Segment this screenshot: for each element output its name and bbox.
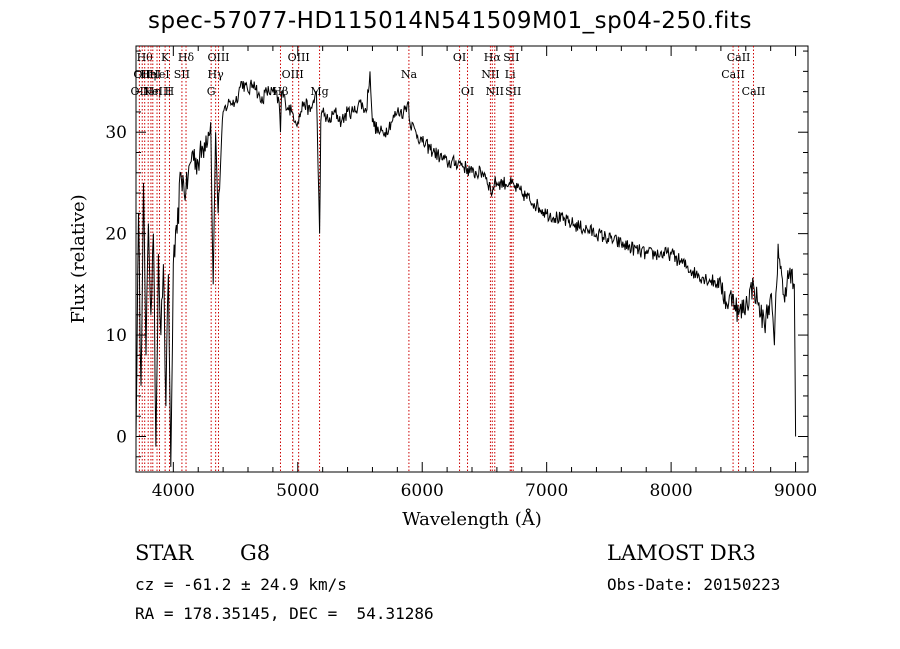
observation-date: Obs-Date: 20150223: [607, 575, 781, 594]
spectral-line-label: NeIII: [142, 85, 171, 98]
spectral-line-label: Mg: [310, 85, 328, 98]
spectral-line-label: Hα: [484, 51, 502, 64]
spectral-line-label: Hη: [140, 68, 156, 81]
spectral-line-label: OI: [461, 85, 474, 98]
x-tick-label: 5000: [276, 481, 319, 501]
spectral-line-label: SII: [505, 85, 521, 98]
spectral-line-label: HeI: [141, 68, 161, 81]
spectral-line-label: NII: [486, 85, 504, 98]
spectral-line-label: SII: [174, 68, 190, 81]
spectral-line-label: Hβ: [273, 85, 289, 98]
plot-frame: [135, 45, 809, 473]
coordinates-readout: RA = 178.35145, DEC = 54.31286: [135, 604, 434, 623]
x-tick-label: 7000: [525, 481, 568, 501]
x-tick-label: 4000: [152, 481, 195, 501]
spectral-line-label: NII: [481, 68, 499, 81]
spectral-line-label: G: [207, 85, 216, 98]
x-tick-label: 8000: [649, 481, 692, 501]
spectral-line-label: CaII: [727, 51, 751, 64]
spectral-line-label: OI: [453, 51, 466, 64]
spectral-line-label: H: [165, 85, 175, 98]
flux-series-line: [136, 71, 797, 467]
spectral-line-label: K: [161, 51, 170, 64]
spectral-line-label: OIII: [282, 68, 304, 81]
spectral-line-label: CaII: [721, 68, 745, 81]
x-tick-label: 9000: [774, 481, 817, 501]
spectral-line-label: Hθ: [137, 51, 154, 64]
spectral-line-label: Hδ: [178, 51, 195, 64]
spectral-line-label: Hγ: [208, 68, 225, 81]
y-tick-label: 20: [105, 225, 127, 245]
spectral-line-label: OII: [133, 68, 151, 81]
y-tick-label: 10: [105, 326, 127, 346]
y-tick-label: 30: [105, 123, 127, 143]
spectral-line-label: OIII: [207, 51, 229, 64]
spectral-line-label: OIII: [288, 51, 310, 64]
spectral-line-label: HeI: [149, 68, 169, 81]
y-tick-label: 0: [116, 428, 127, 448]
y-axis-label: Flux (relative): [68, 194, 89, 323]
spectral-line-label: OII: [131, 85, 149, 98]
spectral-line-label: CaII: [742, 85, 766, 98]
spectral-line-label: Li: [505, 68, 516, 81]
object-subclass: G8: [240, 541, 271, 565]
x-axis-label: Wavelength (Å): [402, 508, 542, 530]
chart-title: spec-57077-HD115014N541509M01_sp04-250.f…: [148, 8, 752, 34]
spectral-line-label: Na: [401, 68, 418, 81]
redshift-readout: cz = -61.2 ± 24.9 km/s: [135, 575, 347, 594]
survey-name: LAMOST DR3: [607, 541, 756, 565]
spectral-line-label: SII: [503, 51, 519, 64]
object-class: STAR: [135, 541, 194, 565]
x-tick-label: 6000: [401, 481, 444, 501]
